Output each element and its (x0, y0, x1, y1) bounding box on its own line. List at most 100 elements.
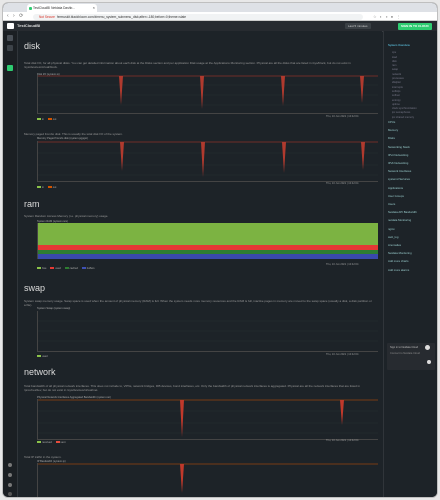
sign-in-button[interactable]: SIGN IN TO CLOUD (398, 22, 432, 30)
sidebar-menu-item[interactable]: CPUs (388, 120, 396, 124)
address-bar-row: ‹ › ⟳ Not Secure fermuskit.blackbloom.com… (3, 12, 437, 21)
section-title-swap: swap (24, 283, 46, 293)
sidebar-menu-item[interactable]: System Overview (388, 43, 410, 47)
net-chart-title: Physical Network Interfaces Aggregated B… (37, 396, 111, 399)
sidebar-menu-item[interactable]: Disks (388, 136, 395, 141)
tab-bar: TestCloudBI Netdata Dashb... × (3, 3, 437, 19)
sidebar-menu-item[interactable]: processes (392, 77, 404, 80)
pgpgio-timestamp: Thu, 10 Jun 2021 | 10:42:04 (326, 182, 359, 185)
room-icon[interactable] (7, 45, 13, 51)
sidebar-menu-item[interactable]: systemd Services (388, 177, 410, 182)
sidebar-menu-item[interactable]: Netdata API Bandwidth (388, 210, 417, 215)
left-sidebar (3, 31, 18, 497)
node-name[interactable]: TestCloudBI (17, 23, 41, 28)
sidebar-menu-item[interactable]: ipc shared memory (392, 115, 415, 119)
extensions-icon[interactable]: ☆ ◐ ◑ ● ⋮ (373, 14, 402, 19)
user-avatar-icon[interactable] (8, 492, 12, 496)
pgpgio-chart[interactable] (37, 141, 378, 182)
notifications-icon[interactable] (8, 483, 12, 487)
sidebar-menu-item[interactable]: IPv6 Networking (388, 161, 409, 165)
ram-used-area (38, 245, 378, 250)
ram-chart[interactable] (37, 223, 378, 259)
ram-free-area (38, 223, 378, 245)
network-description: Total bandwidth of all physical network … (24, 384, 360, 393)
sidebar-menu-item[interactable]: User Groups (388, 193, 404, 198)
sidebar-menu-item[interactable]: Add more alarms (388, 267, 410, 272)
netdata-favicon-icon (29, 6, 32, 10)
sidebar-menu-item[interactable]: ipc semaphores (392, 111, 411, 115)
net-legend: received sent (37, 441, 65, 444)
time-range-button[interactable]: Last 5 minutes (345, 23, 371, 29)
facebook-icon[interactable] (427, 360, 431, 364)
netdata-logo-icon[interactable] (7, 23, 14, 29)
browser-window: TestCloudBI Netdata Dashb... × ‹ › ⟳ Not… (3, 3, 437, 497)
sidebar-menu-item[interactable]: softirqs (392, 89, 401, 93)
ram-timestamp: Thu, 10 Jun 2021 | 10:42:04 (326, 263, 359, 266)
disk-io-chart[interactable] (37, 75, 378, 114)
sidebar-menu-item[interactable]: network (392, 72, 402, 76)
sidebar-menu-item[interactable]: clock synchronization (392, 107, 417, 111)
net-chart[interactable] (37, 399, 378, 440)
ip-chart-title: IP Bandwidth (system.ip) (37, 460, 66, 463)
main-content: disk Total disk I/O, for all physical di… (18, 31, 382, 497)
url-text: fermuskit.blackbloom.com/#menu_system_su… (56, 14, 187, 19)
sidebar-menu-item[interactable]: Memory (388, 128, 399, 133)
ram-chart-title: System RAM (system.ram) (37, 220, 68, 223)
disk-io-legend: in out (37, 118, 56, 121)
swap-chart-plot (38, 320, 378, 342)
swap-chart-title: System Swap (system.swap) (37, 307, 71, 310)
sidebar-menu-item[interactable]: cpu (392, 51, 397, 55)
sidebar-menu-item[interactable]: Applications (388, 185, 404, 190)
sidebar-menu-item[interactable]: Netdata Monitoring (388, 251, 412, 256)
sidebar-menu-item[interactable]: interrupts (392, 85, 403, 89)
settings-icon[interactable] (8, 463, 12, 467)
disk-io-chart-plot (38, 75, 378, 109)
ram-description: System Random Access Memory (i.e. physic… (24, 214, 109, 218)
cloud-text: Connect to Netdata Cloud (390, 352, 420, 355)
sidebar-menu-item[interactable]: Network Interfaces (388, 169, 412, 174)
pgpgio-legend: in out (37, 186, 56, 189)
nav-arrows-icon[interactable]: ‹ › ⟳ (7, 13, 25, 19)
pgpgio-description: Memory paged from/to disk. This is usual… (24, 132, 123, 136)
cloud-signin-box: Sign in to Netdata Cloud Connect to Netd… (387, 343, 435, 370)
url-field[interactable]: Not Secure fermuskit.blackbloom.com/#menu… (33, 13, 363, 20)
help-icon[interactable] (8, 473, 12, 477)
sidebar-menu-item[interactable]: load (392, 55, 397, 59)
cloud-title: Sign in to Netdata Cloud (390, 346, 419, 349)
sidebar-menu-item[interactable]: swap (392, 68, 399, 72)
sidebar-menu-item[interactable]: nginx (388, 226, 395, 231)
not-secure-label: Not Secure (39, 14, 55, 19)
pgpgio-chart-plot (38, 141, 378, 177)
net-chart-plot (38, 399, 378, 437)
disk-io-chart-title: Disk I/O (system.io) (37, 73, 60, 76)
net-timestamp: Thu, 10 Jun 2021 | 10:42:04 (326, 439, 359, 442)
sidebar-menu-item[interactable]: idlejitter (392, 81, 401, 85)
sidebar-menu-item[interactable]: web_log (388, 234, 399, 239)
github-icon[interactable] (425, 345, 430, 350)
sidebar-menu-item[interactable]: Users (388, 202, 396, 206)
ram-buffers-area (38, 254, 378, 259)
sidebar-menu-item[interactable]: Add more charts (388, 259, 409, 264)
node-icon[interactable] (7, 65, 13, 71)
swap-chart[interactable] (37, 311, 378, 352)
sidebar-menu-item[interactable]: netdata Monitoring (388, 218, 412, 223)
ram-legend: free used cached buffers (37, 267, 95, 270)
sidebar-menu-item[interactable]: IPv4 Networking (388, 152, 409, 157)
section-title-network: network (24, 367, 56, 377)
spaces-icon[interactable] (7, 35, 13, 41)
disk-description: Total disk I/O, for all physical disks. … (24, 61, 351, 70)
sidebar-menu-item[interactable]: ram (392, 64, 397, 68)
ip-chart[interactable] (37, 463, 378, 497)
sidebar-menu-item[interactable]: uptime (392, 102, 400, 106)
swap-legend: used (37, 355, 48, 358)
sidebar-menu-item[interactable]: Networking Stack (388, 144, 410, 149)
sidebar-menu-item[interactable]: entropy (392, 98, 401, 102)
sidebar-menu-item[interactable]: Anomalies (388, 243, 402, 247)
swap-timestamp: Thu, 10 Jun 2021 | 10:42:04 (326, 353, 359, 356)
sidebar-menu-item[interactable]: softnet (392, 94, 400, 98)
sidebar-menu-item[interactable]: disk (392, 59, 397, 63)
tab-title: TestCloudBI Netdata Dashb... (33, 6, 75, 10)
section-title-disk: disk (24, 41, 41, 51)
close-tab-icon[interactable]: × (92, 5, 95, 10)
browser-tab[interactable]: TestCloudBI Netdata Dashb... × (27, 4, 97, 12)
